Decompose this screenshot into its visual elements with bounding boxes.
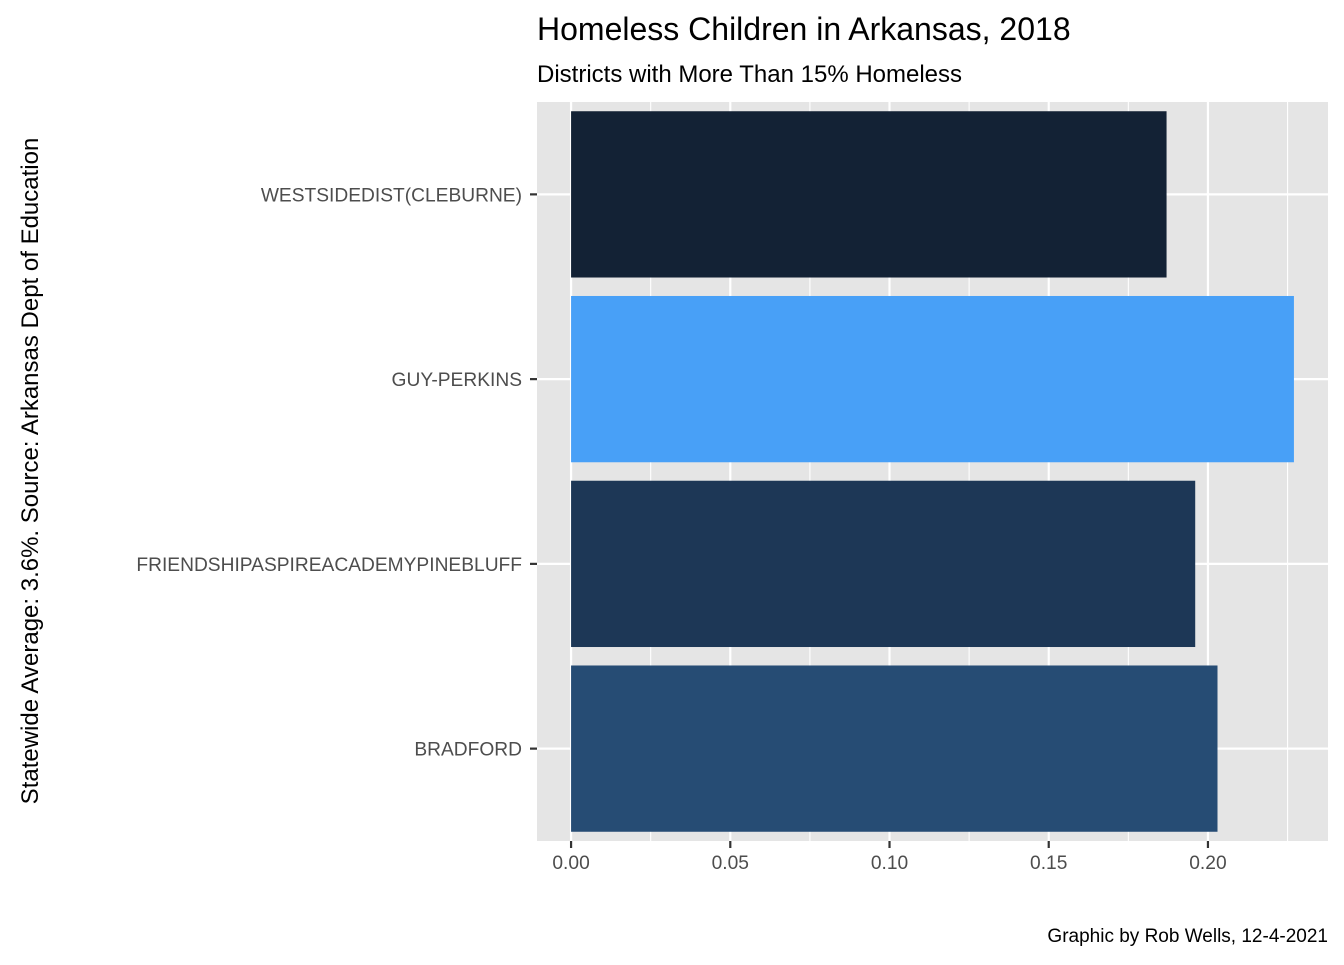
bar [571, 665, 1218, 832]
y-tick-label: GUY-PERKINS [392, 370, 522, 391]
x-tick-label: 0.15 [1030, 853, 1067, 874]
chart-caption: Graphic by Rob Wells, 12-4-2021 [1047, 926, 1328, 947]
bar [571, 480, 1196, 648]
x-tick-label: 0.10 [871, 853, 908, 874]
x-axis-ticks: 0.00 0.05 0.10 0.15 0.20 [552, 841, 1227, 874]
bars [571, 111, 1294, 832]
x-tick-label: 0.00 [552, 853, 589, 874]
chart-subtitle: Districts with More Than 15% Homeless [537, 61, 962, 88]
bar [571, 295, 1294, 463]
y-axis-ticks: WESTSIDEDIST(CLEBURNE) GUY-PERKINS FRIENDS… [136, 185, 537, 761]
y-tick-label: WESTSIDEDIST(CLEBURNE) [261, 185, 522, 206]
bar [571, 111, 1167, 278]
y-tick-label: BRADFORD [414, 740, 522, 761]
x-tick-label: 0.05 [712, 853, 749, 874]
x-tick-label: 0.20 [1189, 853, 1226, 874]
y-axis-label: Statewide Average: 3.6%. Source: Arkansa… [17, 138, 44, 805]
y-tick-label: FRIENDSHIPASPIREACADEMYPINEBLUFF [136, 555, 522, 576]
chart-title: Homeless Children in Arkansas, 2018 [537, 11, 1071, 47]
